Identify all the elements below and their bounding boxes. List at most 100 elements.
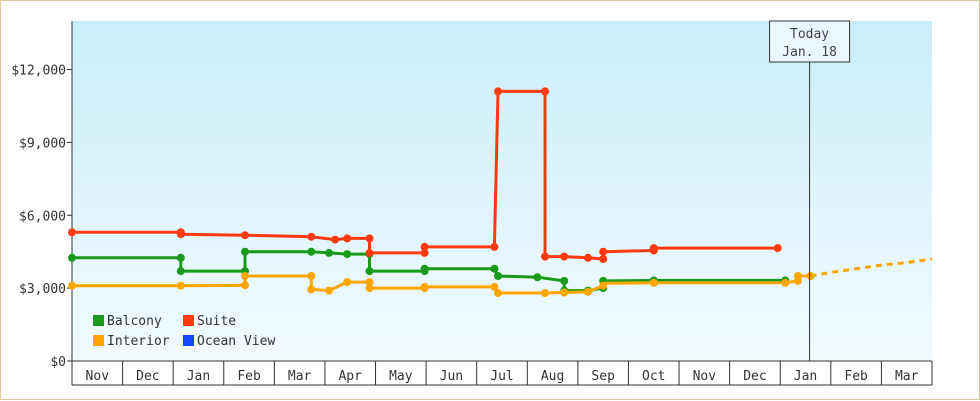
data-point[interactable] xyxy=(420,264,429,273)
y-tick-label: $9,000 xyxy=(19,136,66,151)
month-label: Sep xyxy=(591,369,615,384)
series-suite xyxy=(68,87,782,263)
data-point[interactable] xyxy=(68,253,76,262)
legend-label: Suite xyxy=(197,314,236,329)
today-marker: Today Jan. 18 xyxy=(769,20,851,361)
data-point[interactable] xyxy=(494,87,502,96)
data-point[interactable] xyxy=(490,264,499,273)
data-point[interactable] xyxy=(176,281,185,290)
legend-item-balcony[interactable]: Balcony xyxy=(93,314,162,329)
y-tick-label: $6,000 xyxy=(19,209,66,224)
data-point[interactable] xyxy=(365,248,374,257)
today-label: Today xyxy=(790,27,829,42)
legend-item-ocean-view[interactable]: Ocean View xyxy=(183,334,275,349)
data-point[interactable] xyxy=(599,281,608,290)
data-point[interactable] xyxy=(541,289,549,297)
y-tick-label: $3,000 xyxy=(19,282,66,297)
data-point[interactable] xyxy=(806,272,815,280)
data-point[interactable] xyxy=(560,288,569,297)
data-point[interactable] xyxy=(793,272,802,280)
month-label: Dec xyxy=(136,369,159,384)
legend-swatch xyxy=(183,335,194,346)
month-label: Jan xyxy=(794,369,817,384)
data-point[interactable] xyxy=(533,273,542,282)
data-point[interactable] xyxy=(307,232,316,241)
data-point[interactable] xyxy=(599,247,608,256)
legend-swatch xyxy=(93,315,104,326)
data-point[interactable] xyxy=(307,272,316,280)
data-point[interactable] xyxy=(490,242,499,251)
data-point[interactable] xyxy=(541,87,549,96)
data-point[interactable] xyxy=(420,242,429,251)
data-point[interactable] xyxy=(176,230,185,239)
month-label: Mar xyxy=(288,369,312,384)
data-point[interactable] xyxy=(343,234,352,243)
data-point[interactable] xyxy=(307,247,316,256)
legend-label: Balcony xyxy=(107,314,162,329)
month-label: Nov xyxy=(86,369,110,384)
data-point[interactable] xyxy=(365,284,374,293)
series-layer xyxy=(68,87,933,297)
data-point[interactable] xyxy=(176,253,185,262)
month-label: Aug xyxy=(541,369,564,384)
plot-background xyxy=(72,21,932,361)
data-point[interactable] xyxy=(773,244,782,253)
data-point[interactable] xyxy=(494,272,502,280)
month-label: Oct xyxy=(642,369,665,384)
month-label: Feb xyxy=(844,369,868,384)
data-point[interactable] xyxy=(490,282,499,291)
data-point[interactable] xyxy=(420,282,429,291)
data-point[interactable] xyxy=(649,278,658,287)
month-label: Jan xyxy=(187,369,210,384)
data-point[interactable] xyxy=(541,252,549,261)
data-point[interactable] xyxy=(599,255,608,263)
data-point[interactable] xyxy=(325,286,333,295)
today-date: Jan. 18 xyxy=(782,45,837,60)
x-axis: Nov Dec Jan Feb Mar Apr May Jun Jul Aug Sep Oct Nov D… xyxy=(71,360,933,386)
data-point[interactable] xyxy=(176,267,185,276)
y-axis: $0 $3,000 $6,000 $9,000 $12,000 xyxy=(11,21,73,370)
data-point[interactable] xyxy=(68,228,76,237)
legend-item-suite[interactable]: Suite xyxy=(183,314,236,329)
legend: Balcony Suite Interior Ocean View xyxy=(93,314,275,349)
month-label: Nov xyxy=(693,369,717,384)
data-point[interactable] xyxy=(307,285,316,294)
series-line xyxy=(72,274,811,295)
data-point[interactable] xyxy=(241,272,249,280)
data-point[interactable] xyxy=(781,278,790,287)
data-point[interactable] xyxy=(365,278,374,287)
data-point[interactable] xyxy=(68,281,76,290)
legend-swatch xyxy=(93,335,104,346)
data-point[interactable] xyxy=(494,289,502,297)
month-label: Jul xyxy=(490,369,513,384)
data-point[interactable] xyxy=(331,235,340,244)
data-point[interactable] xyxy=(365,267,374,276)
data-point[interactable] xyxy=(584,253,592,262)
data-point[interactable] xyxy=(649,244,658,253)
data-point[interactable] xyxy=(343,250,352,259)
data-point[interactable] xyxy=(343,278,352,287)
data-point[interactable] xyxy=(325,248,333,257)
data-point[interactable] xyxy=(560,252,569,261)
month-label: Feb xyxy=(237,369,261,384)
series-interior xyxy=(68,257,933,297)
today-box xyxy=(769,20,851,63)
month-label: Dec xyxy=(743,369,766,384)
month-label: May xyxy=(389,369,413,384)
month-label: Apr xyxy=(338,369,362,384)
data-point[interactable] xyxy=(241,247,249,256)
data-point[interactable] xyxy=(420,248,429,257)
month-label: Jun xyxy=(440,369,463,384)
data-point[interactable] xyxy=(365,234,374,243)
data-point[interactable] xyxy=(584,287,592,296)
y-tick-label: $0 xyxy=(50,355,66,370)
legend-item-interior[interactable]: Interior xyxy=(93,334,170,349)
legend-label: Ocean View xyxy=(197,334,275,349)
data-point[interactable] xyxy=(241,231,249,240)
data-point[interactable] xyxy=(241,281,249,290)
data-point[interactable] xyxy=(560,276,569,285)
legend-swatch xyxy=(183,315,194,326)
y-tick-label: $12,000 xyxy=(11,64,66,79)
